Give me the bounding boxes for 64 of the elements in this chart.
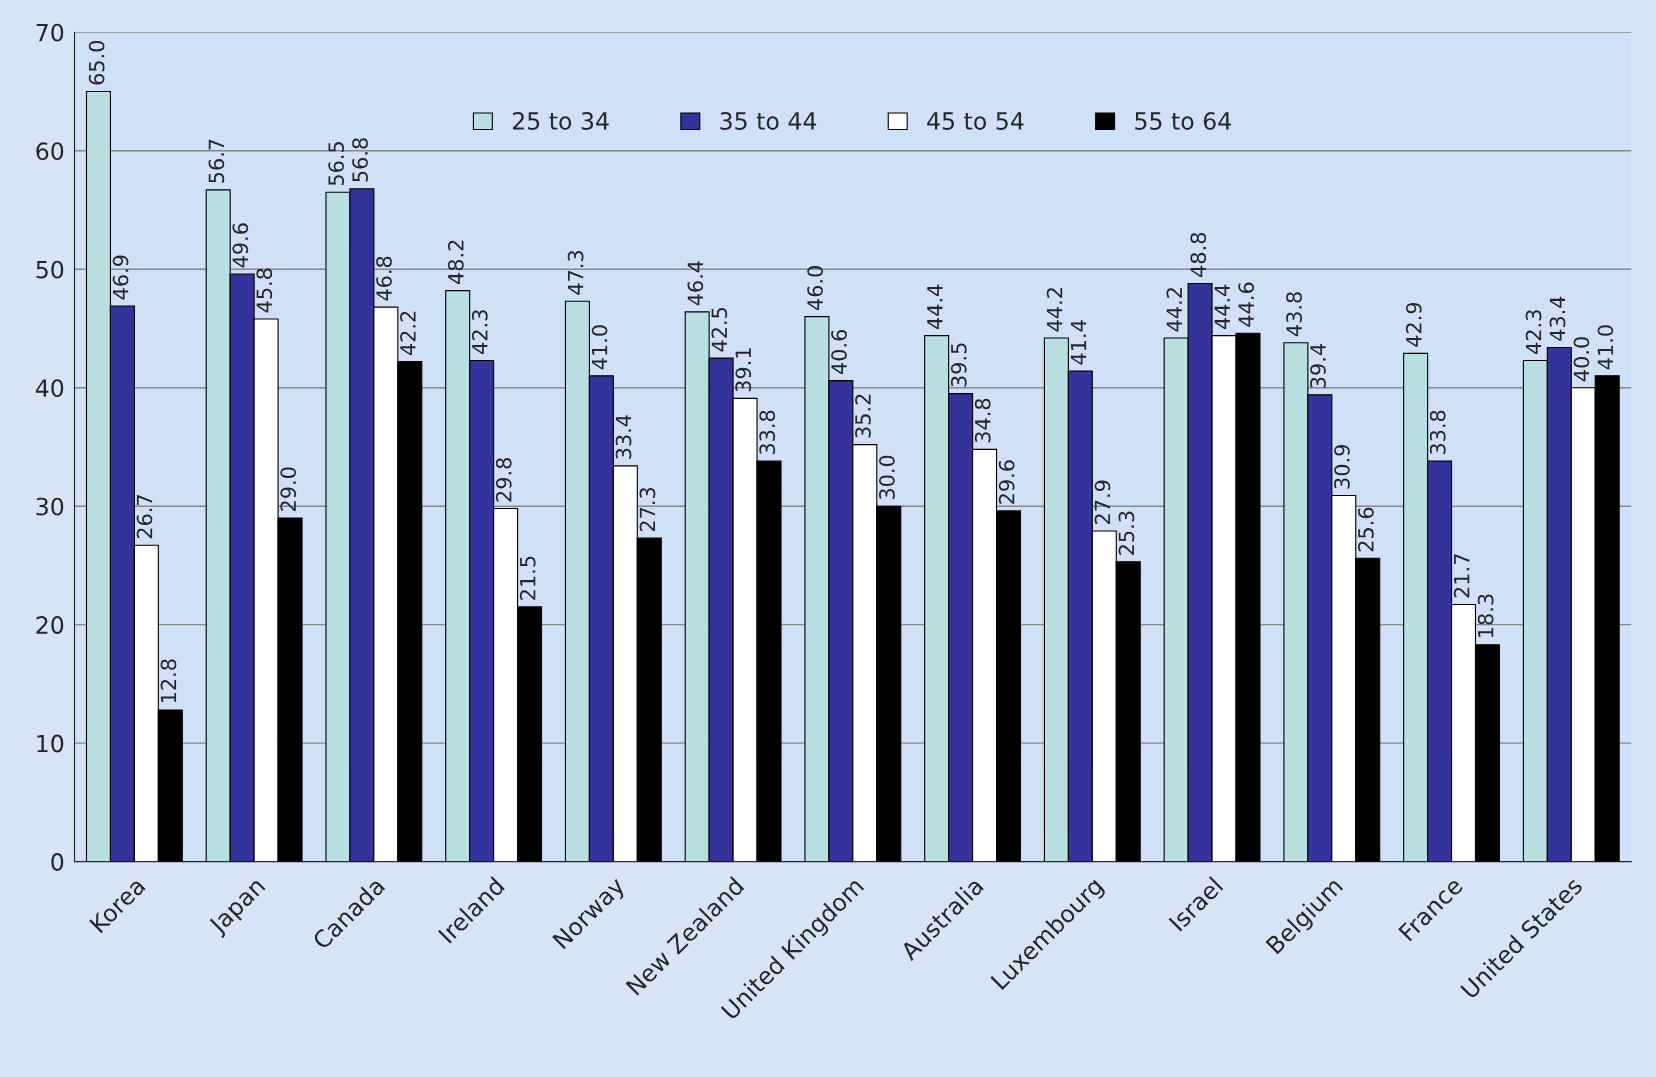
data-label: 47.3 bbox=[567, 250, 584, 295]
data-label: 21.5 bbox=[519, 556, 536, 600]
data-label: 25.3 bbox=[1118, 511, 1135, 555]
legend-label: 45 to 54 bbox=[927, 112, 1024, 130]
y-tick-label: 0 bbox=[51, 853, 64, 871]
data-label: 48.8 bbox=[1190, 232, 1207, 277]
data-label: 21.7 bbox=[1453, 554, 1470, 598]
data-label: 27.3 bbox=[639, 487, 656, 532]
data-label: 29.8 bbox=[495, 458, 512, 502]
data-label: 33.4 bbox=[615, 415, 632, 459]
data-label: 44.4 bbox=[927, 284, 943, 330]
y-tick-label: 20 bbox=[36, 616, 64, 634]
legend-label: 25 to 34 bbox=[512, 112, 609, 130]
data-label: 27.9 bbox=[1094, 480, 1111, 524]
data-label: 29.0 bbox=[280, 467, 297, 511]
data-label: 39.1 bbox=[735, 348, 752, 392]
data-label: 46.9 bbox=[112, 255, 129, 300]
y-tick-label: 70 bbox=[36, 23, 64, 42]
data-label: 34.8 bbox=[974, 398, 991, 443]
data-label: 18.3 bbox=[1477, 594, 1494, 637]
data-label: 44.4 bbox=[1214, 284, 1230, 330]
data-label: 46.0 bbox=[807, 266, 823, 311]
data-label: 42.2 bbox=[400, 311, 416, 356]
y-tick-label: 40 bbox=[35, 379, 64, 398]
data-label: 56.8 bbox=[352, 138, 368, 182]
data-label: 39.4 bbox=[1310, 344, 1326, 388]
legend-label: 55 to 64 bbox=[1135, 112, 1231, 130]
data-label: 43.4 bbox=[1549, 296, 1566, 341]
data-label: 40.6 bbox=[831, 329, 847, 375]
data-label: 35.2 bbox=[855, 394, 871, 438]
data-label: 26.7 bbox=[136, 495, 153, 539]
data-label: 25.6 bbox=[1358, 507, 1374, 552]
data-label: 43.8 bbox=[1286, 292, 1302, 337]
data-label: 12.8 bbox=[160, 659, 177, 703]
data-label: 65.0 bbox=[88, 40, 105, 85]
data-label: 46.4 bbox=[687, 261, 704, 306]
data-label: 56.5 bbox=[328, 142, 344, 186]
y-tick-label: 10 bbox=[37, 734, 64, 753]
data-label: 41.0 bbox=[1597, 325, 1614, 370]
data-label: 44.2 bbox=[1046, 288, 1063, 332]
y-tick-label: 30 bbox=[36, 497, 64, 516]
data-label: 48.2 bbox=[447, 240, 464, 284]
data-label: 39.5 bbox=[950, 343, 967, 387]
data-label: 42.9 bbox=[1405, 302, 1422, 347]
data-label: 56.7 bbox=[208, 139, 225, 183]
legend-label: 35 to 44 bbox=[720, 112, 817, 130]
data-label: 30.0 bbox=[879, 455, 895, 500]
data-label: 41.4 bbox=[1070, 320, 1087, 365]
data-label: 33.8 bbox=[1429, 410, 1446, 455]
data-label: 30.9 bbox=[1334, 445, 1350, 489]
data-label: 42.3 bbox=[1525, 310, 1542, 354]
y-tick-label: 60 bbox=[36, 142, 64, 161]
data-label: 29.6 bbox=[998, 460, 1015, 504]
data-label: 42.5 bbox=[711, 307, 728, 352]
data-label: 42.3 bbox=[471, 310, 488, 354]
data-label: 40.0 bbox=[1573, 337, 1590, 382]
y-tick-label: 50 bbox=[36, 260, 64, 279]
data-label: 45.8 bbox=[256, 268, 273, 313]
data-label: 41.0 bbox=[591, 325, 608, 370]
data-label: 33.8 bbox=[759, 410, 776, 455]
data-label: 46.8 bbox=[376, 256, 392, 301]
data-label: 44.6 bbox=[1238, 282, 1255, 327]
data-label: 44.2 bbox=[1166, 288, 1182, 332]
data-label: 49.6 bbox=[232, 223, 249, 268]
